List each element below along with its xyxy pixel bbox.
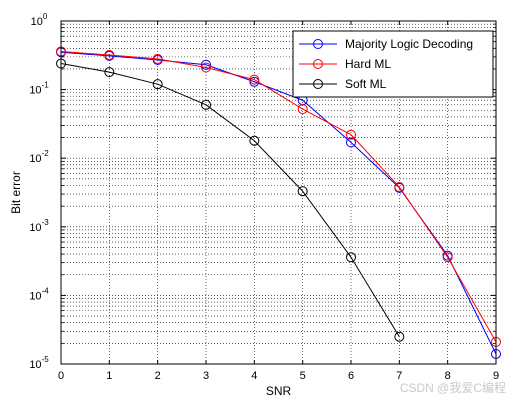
series-line-hard-ml [60,50,497,343]
legend-label-soft-ml: Soft ML [345,77,387,91]
series-line-majority-logic-decoding [60,51,497,355]
legend-swatch-marker [313,39,323,49]
axis-ticks: 0 1 2 3 4 5 6 7 8 9 10-5 10-4 10-3 10-2 10-1 100 [29,12,499,382]
x-tick-label: 2 [155,370,161,382]
data-point-hard-ml [201,62,211,73]
data-point-hard-ml [442,252,453,263]
x-tick-label: 0 [58,370,64,382]
data-point-hard-ml [104,49,115,60]
data-point-soft-ml [201,99,211,110]
series-line-soft-ml [60,63,400,337]
data-point-soft-ml [394,331,405,342]
x-tick-label: 6 [348,370,354,382]
data-point-soft-ml [104,67,115,78]
data-point-hard-ml [152,53,163,64]
x-tick-label: 7 [396,370,402,382]
x-tick-label: 1 [106,370,112,382]
y-tick-label: 10-5 [29,355,49,371]
legend-label-hard-ml: Hard ML [345,57,391,71]
data-point-soft-ml [297,186,308,197]
y-tick-label: 10-4 [29,286,49,302]
x-tick-label: 4 [251,370,257,382]
y-tick-label: 10-1 [29,81,49,97]
data-point-hard-ml [297,104,308,115]
watermark-text: CSDN @我爱C编程 [400,380,506,395]
data-point-soft-ml [249,135,260,146]
data-point-hard-ml [394,182,405,193]
x-axis-label: SNR [266,384,292,398]
data-point-soft-ml [152,79,163,90]
x-tick-label: 5 [300,370,306,382]
x-tick-label: 9 [493,370,499,382]
legend-label-majority-logic-decoding: Majority Logic Decoding [345,37,473,51]
y-tick-label: 100 [31,12,48,28]
series-soft-ml [56,58,405,342]
y-axis-label: Bit error [9,171,23,214]
data-point-majority-logic-decoding [346,137,356,148]
data-point-majority-logic-decoding [201,59,211,70]
y-tick-label: 10-2 [29,149,49,165]
legend: Majority Logic Decoding Hard ML Soft ML [292,30,494,98]
data-point-hard-ml [346,129,356,140]
legend-swatch-marker [313,79,323,89]
axes-frame [60,20,497,365]
y-tick-label: 10-3 [29,218,49,234]
x-tick-label: 3 [203,370,209,382]
x-tick-label: 8 [445,370,451,382]
legend-swatch-marker [313,59,323,69]
data-point-hard-ml [249,74,260,85]
data-point-soft-ml [346,252,356,263]
